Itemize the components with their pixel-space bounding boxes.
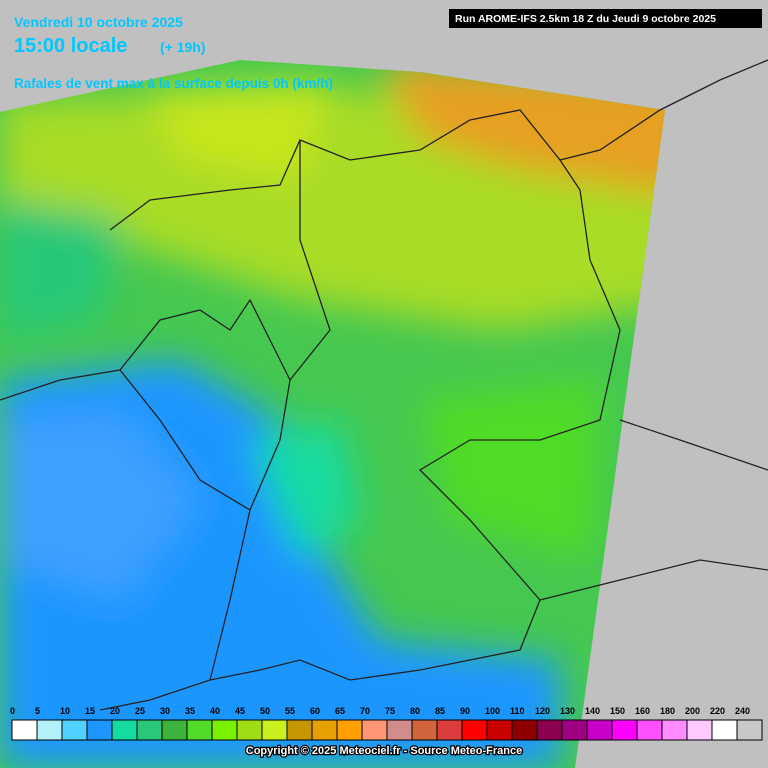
legend-swatch	[686, 719, 713, 741]
legend-label: 70	[360, 706, 370, 716]
time: 15:00 locale	[14, 35, 127, 57]
legend-label: 160	[635, 706, 650, 716]
legend-swatch	[361, 719, 388, 741]
borders	[0, 59, 768, 711]
legend-label: 50	[260, 706, 270, 716]
legend-swatch	[61, 719, 88, 741]
legend-swatch	[186, 719, 213, 741]
legend-label: 45	[235, 706, 245, 716]
legend-label: 55	[285, 706, 295, 716]
legend-label: 80	[410, 706, 420, 716]
legend-label: 100	[485, 706, 500, 716]
legend-label: 110	[510, 706, 525, 716]
legend-swatch	[336, 719, 363, 741]
legend-label: 140	[585, 706, 600, 716]
legend-swatch	[36, 719, 63, 741]
legend-swatch	[611, 719, 638, 741]
legend-label: 200	[685, 706, 700, 716]
legend-label: 5	[35, 706, 40, 716]
legend-swatch	[486, 719, 513, 741]
legend-label: 220	[710, 706, 725, 716]
legend-swatch	[711, 719, 738, 741]
legend-swatch	[561, 719, 588, 741]
legend-label: 0	[10, 706, 15, 716]
legend-label: 10	[60, 706, 70, 716]
date: Vendredi 10 octobre 2025	[14, 14, 183, 30]
legend-label: 85	[435, 706, 445, 716]
legend-label: 30	[160, 706, 170, 716]
legend-label: 130	[560, 706, 575, 716]
legend-label: 65	[335, 706, 345, 716]
lead-time: (+ 19h)	[160, 39, 206, 55]
legend-label: 25	[135, 706, 145, 716]
legend-swatch	[461, 719, 488, 741]
legend-swatch	[511, 719, 538, 741]
run-info: Run AROME-IFS 2.5km 18 Z du Jeudi 9 octo…	[455, 13, 716, 25]
legend-swatch	[261, 719, 288, 741]
legend-swatch	[86, 719, 113, 741]
legend-swatch	[661, 719, 688, 741]
legend-swatch	[586, 719, 613, 741]
run-box	[449, 9, 762, 28]
legend-swatch	[161, 719, 188, 741]
legend-label: 40	[210, 706, 220, 716]
legend-swatch	[386, 719, 413, 741]
legend-swatch	[411, 719, 438, 741]
legend-swatch	[236, 719, 263, 741]
legend-swatch	[136, 719, 163, 741]
legend-swatch	[111, 719, 138, 741]
legend-swatch	[636, 719, 663, 741]
legend-label: 75	[385, 706, 395, 716]
legend-label: 150	[610, 706, 625, 716]
legend-swatch	[11, 719, 38, 741]
legend-swatch	[286, 719, 313, 741]
parameter: Rafales de vent max à la surface depuis …	[14, 76, 333, 91]
legend-swatch	[436, 719, 463, 741]
legend-label: 90	[460, 706, 470, 716]
legend-swatch	[736, 719, 763, 741]
legend-label: 180	[660, 706, 675, 716]
legend-label: 60	[310, 706, 320, 716]
legend-label: 15	[85, 706, 95, 716]
legend-swatch	[311, 719, 338, 741]
copyright: Copyright © 2025 Meteociel.fr - Source M…	[246, 745, 522, 757]
legend-swatch	[211, 719, 238, 741]
legend-label: 120	[535, 706, 550, 716]
legend-label: 240	[735, 706, 750, 716]
legend-label: 35	[185, 706, 195, 716]
legend-swatch	[536, 719, 563, 741]
legend-label: 20	[110, 706, 120, 716]
